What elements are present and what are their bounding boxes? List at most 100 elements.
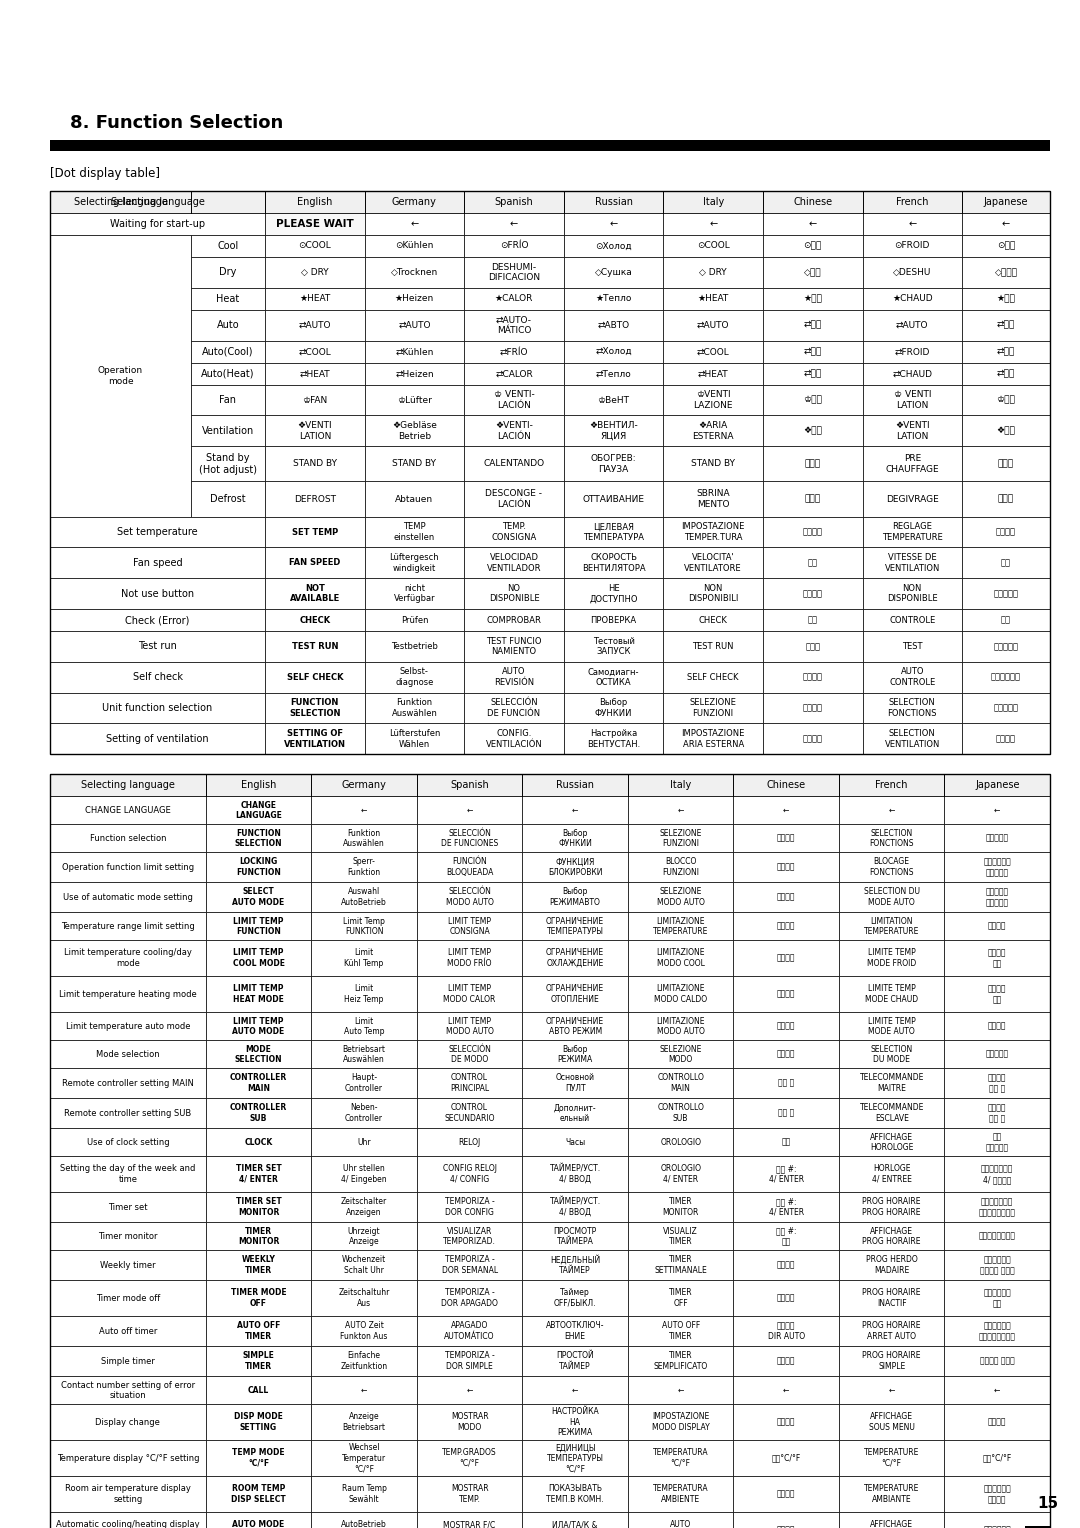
Text: ЕДИНИЦЫ
ТЕМПЕРАТУРЫ
°C/°F: ЕДИНИЦЫ ТЕМПЕРАТУРЫ °C/°F (546, 1444, 604, 1473)
Text: Anzeige
Betriebsart: Anzeige Betriebsart (342, 1412, 386, 1432)
Text: TEST RUN: TEST RUN (692, 642, 734, 651)
Text: Fan speed: Fan speed (133, 558, 183, 568)
Text: ❖换气: ❖换气 (804, 426, 822, 435)
Bar (417, 940, 523, 976)
Bar (839, 1012, 945, 1041)
Bar (523, 853, 627, 882)
Bar (206, 1099, 311, 1128)
Text: 風速: 風速 (1001, 558, 1011, 567)
Text: ПРОСМОТР
ТАЙМЕРА: ПРОСМОТР ТАЙМЕРА (554, 1227, 597, 1245)
Bar (962, 362, 1050, 385)
Text: VELOCIDAD
VENTILADOR: VELOCIDAD VENTILADOR (487, 553, 541, 573)
Text: PROG HORAIRE
INACTIF: PROG HORAIRE INACTIF (863, 1288, 921, 1308)
Text: CONTROLLO
SUB: CONTROLLO SUB (658, 1103, 704, 1123)
Bar (464, 692, 564, 723)
Bar (311, 1346, 417, 1377)
Text: Chinese: Chinese (793, 197, 833, 206)
Text: AFFICHAGE
AUTO F/C: AFFICHAGE AUTO F/C (870, 1520, 914, 1528)
Text: Limit
Heiz Temp: Limit Heiz Temp (345, 984, 383, 1004)
Bar (523, 1041, 627, 1068)
Text: AUTO MODE
DISP C/H: AUTO MODE DISP C/H (232, 1520, 285, 1528)
Bar (627, 1068, 733, 1099)
Text: ♔VENTI
LAZIONE: ♔VENTI LAZIONE (693, 390, 733, 410)
Text: ⇄COOL: ⇄COOL (298, 347, 332, 356)
Bar (365, 341, 464, 362)
Text: AUTO OFF
TIMER: AUTO OFF TIMER (237, 1322, 280, 1342)
Text: ★Тепло: ★Тепло (595, 295, 632, 303)
Bar (839, 940, 945, 976)
Text: Самодиагн-
ОСТИКА: Самодиагн- ОСТИКА (588, 668, 639, 688)
Text: LIMIT TEMP
HEAT MODE: LIMIT TEMP HEAT MODE (233, 984, 284, 1004)
Text: ♔ VENTI-
LACIÓN: ♔ VENTI- LACIÓN (494, 390, 535, 410)
Text: Unit function selection: Unit function selection (103, 703, 213, 714)
Text: Uhrzeigt
Anzeige: Uhrzeigt Anzeige (348, 1227, 380, 1245)
Bar (733, 1192, 839, 1222)
Text: TIMER
MONITOR: TIMER MONITOR (662, 1198, 699, 1216)
Bar (464, 446, 564, 481)
Text: FAN SPEED: FAN SPEED (289, 558, 340, 567)
Text: French: French (876, 781, 908, 790)
Bar (945, 853, 1050, 882)
Bar (663, 416, 762, 446)
Bar (417, 1222, 523, 1250)
Text: SELECT
AUTO MODE: SELECT AUTO MODE (232, 888, 285, 908)
Text: ⊙FRÍO: ⊙FRÍO (500, 241, 528, 251)
Bar (523, 1280, 627, 1316)
Bar (50, 631, 265, 662)
Text: ПОКАЗЫВАТЬ
ТЕМП.В КОМН.: ПОКАЗЫВАТЬ ТЕМП.В КОМН. (546, 1485, 604, 1504)
Bar (50, 1441, 206, 1476)
Bar (733, 1250, 839, 1280)
Bar (365, 446, 464, 481)
Bar (962, 416, 1050, 446)
Text: Funktion
Auswählen: Funktion Auswählen (391, 698, 437, 718)
Bar (663, 257, 762, 287)
Bar (564, 287, 663, 310)
Bar (945, 1099, 1050, 1128)
Bar (863, 723, 962, 755)
Bar (945, 1128, 1050, 1157)
Text: Дополнит-
ельный: Дополнит- ельный (554, 1103, 596, 1123)
Bar (839, 1316, 945, 1346)
Bar (206, 1346, 311, 1377)
Bar (627, 1377, 733, 1404)
Bar (839, 796, 945, 824)
Text: LIMIT TEMP
FUNCTION: LIMIT TEMP FUNCTION (233, 917, 284, 935)
Bar (627, 824, 733, 853)
Text: PROG HORAIRE
ARRET AUTO: PROG HORAIRE ARRET AUTO (863, 1322, 921, 1342)
Text: Выбор
ФУНКИИ: Выбор ФУНКИИ (595, 698, 632, 718)
Bar (365, 662, 464, 692)
Bar (863, 516, 962, 547)
Text: ROOM TEMP
DISP SELECT: ROOM TEMP DISP SELECT (231, 1485, 286, 1504)
Text: AFFICHAGE
SOUS MENU: AFFICHAGE SOUS MENU (868, 1412, 915, 1432)
Text: Not use button: Not use button (121, 588, 194, 599)
Bar (206, 1128, 311, 1157)
Bar (627, 1222, 733, 1250)
Bar (417, 1346, 523, 1377)
Bar (523, 1250, 627, 1280)
Text: VITESSE DE
VENTILATION: VITESSE DE VENTILATION (885, 553, 940, 573)
Text: ОГРАНИЧЕНИЕ
ОТОПЛЕНИЕ: ОГРАНИЧЕНИЕ ОТОПЛЕНИЕ (546, 984, 604, 1004)
Text: 定时 #:
4/ ENTER: 定时 #: 4/ ENTER (769, 1198, 804, 1216)
Bar (863, 446, 962, 481)
Bar (206, 1012, 311, 1041)
Text: ←: ← (467, 805, 473, 814)
Text: Sperr-
Funktion: Sperr- Funktion (348, 857, 380, 877)
Bar (265, 662, 365, 692)
Text: ★CALOR: ★CALOR (495, 295, 534, 303)
Bar (663, 631, 762, 662)
Bar (733, 1128, 839, 1157)
Bar (523, 940, 627, 976)
Bar (733, 1476, 839, 1513)
Text: NO
DISPONIBLE: NO DISPONIBLE (488, 584, 539, 604)
Text: Lüftergesch
windigkeit: Lüftergesch windigkeit (390, 553, 440, 573)
Bar (464, 481, 564, 516)
Text: ⇄AUTO: ⇄AUTO (399, 321, 431, 330)
Bar (417, 1099, 523, 1128)
Text: CALENTANDO: CALENTANDO (484, 460, 544, 468)
Text: ⇄AUTO: ⇄AUTO (298, 321, 332, 330)
Bar (311, 1377, 417, 1404)
Bar (206, 1441, 311, 1476)
Text: MOSTRAR F/C
EN AUTO: MOSTRAR F/C EN AUTO (444, 1520, 496, 1528)
Text: PROG HERDO
MADAIRE: PROG HERDO MADAIRE (866, 1256, 918, 1274)
Bar (50, 775, 1050, 1528)
